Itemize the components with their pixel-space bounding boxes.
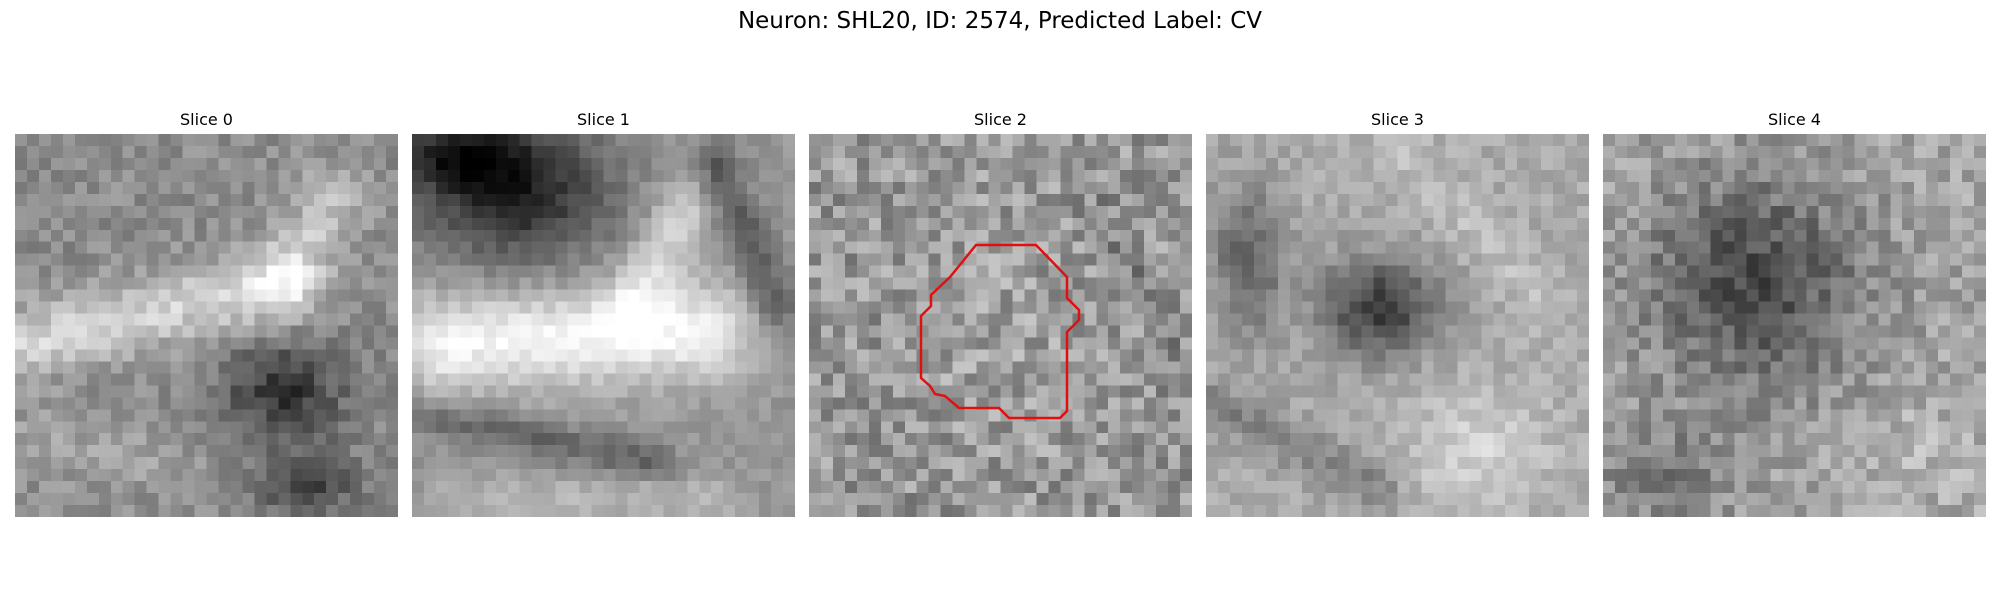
slice-3-canvas xyxy=(1206,134,1589,517)
slice-0-image xyxy=(15,134,398,517)
slice-0-title: Slice 0 xyxy=(180,110,233,129)
slice-1-image xyxy=(412,134,795,517)
slice-2-title: Slice 2 xyxy=(974,110,1027,129)
figure-title: Neuron: SHL20, ID: 2574, Predicted Label… xyxy=(737,8,1263,34)
slice-3-title: Slice 3 xyxy=(1371,110,1424,129)
slice-2-canvas xyxy=(809,134,1192,517)
slice-0-canvas xyxy=(15,134,398,517)
slice-2-image xyxy=(809,134,1192,517)
slice-4-title: Slice 4 xyxy=(1768,110,1821,129)
slice-1-title: Slice 1 xyxy=(577,110,630,129)
slice-4-image xyxy=(1603,134,1986,517)
slice-1-canvas xyxy=(412,134,795,517)
slice-3-image xyxy=(1206,134,1589,517)
slice-4-canvas xyxy=(1603,134,1986,517)
